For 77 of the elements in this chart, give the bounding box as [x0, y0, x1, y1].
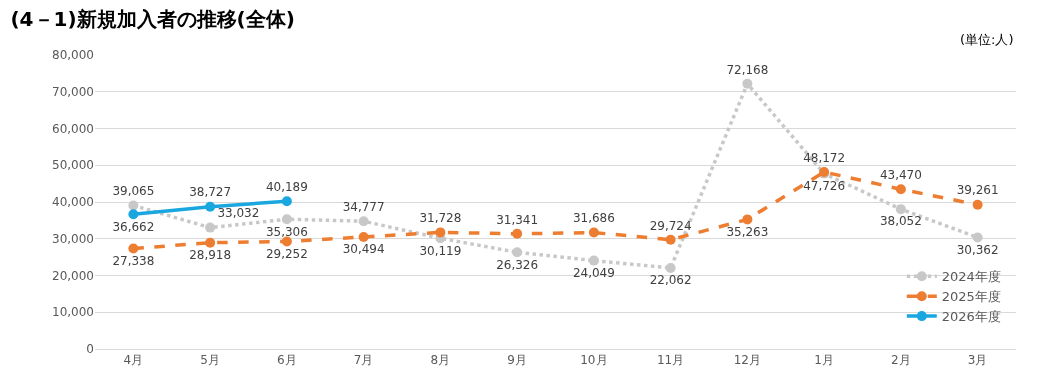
data-label: 31,341	[496, 212, 539, 227]
point	[281, 236, 292, 247]
data-label: 30,119	[419, 243, 462, 258]
data-label: 29,724	[649, 218, 692, 233]
data-label: 35,306	[265, 224, 308, 239]
x-tick-label: 10月	[580, 353, 608, 368]
point	[128, 243, 139, 254]
data-label: 39,261	[956, 183, 999, 198]
y-tick-label: 20,000	[52, 268, 94, 283]
x-tick-label: 8月	[430, 353, 451, 368]
point	[972, 199, 983, 210]
legend-label: 2025年度	[941, 289, 1001, 305]
point	[358, 231, 369, 242]
data-label: 24,049	[572, 265, 615, 280]
data-label: 43,470	[879, 168, 922, 182]
x-tick-label: 7月	[353, 353, 374, 368]
data-label: 38,052	[879, 214, 922, 229]
point	[128, 209, 139, 220]
data-label: 72,168	[726, 62, 769, 77]
data-label: 31,728	[419, 211, 462, 226]
point	[512, 228, 523, 239]
legend-label: 2026年度	[941, 309, 1001, 325]
data-label: 35,263	[726, 224, 769, 239]
point	[358, 216, 369, 227]
x-tick-label: 1月	[814, 353, 834, 368]
data-label: 22,062	[649, 273, 692, 288]
point	[205, 222, 216, 233]
data-label: 30,494	[342, 242, 385, 257]
x-tick-label: 3月	[967, 353, 988, 368]
point	[742, 78, 753, 89]
point	[281, 196, 292, 207]
data-label: 33,032	[217, 206, 260, 221]
point	[972, 232, 983, 243]
point	[588, 227, 599, 238]
point	[281, 214, 292, 225]
chart-title: (4－1)新規加入者の推移(全体)	[10, 6, 295, 31]
x-tick-label: 9月	[507, 353, 527, 368]
data-label: 31,686	[572, 211, 615, 226]
data-label: 47,726	[803, 178, 846, 193]
y-tick-label: 30,000	[52, 231, 94, 246]
x-tick-label: 2月	[891, 353, 911, 368]
point	[512, 247, 523, 258]
y-tick-label: 0	[86, 342, 94, 357]
x-tick-label: 12月	[733, 353, 762, 368]
point	[205, 201, 216, 212]
data-label: 26,326	[496, 257, 539, 272]
point	[895, 184, 906, 195]
data-label: 29,252	[265, 246, 308, 261]
legend-label: 2024年度	[941, 269, 1001, 285]
x-tick-label: 11月	[656, 353, 685, 368]
point	[895, 204, 906, 215]
x-tick-label: 4月	[123, 353, 144, 368]
data-label: 36,662	[112, 219, 155, 234]
y-tick-label: 10,000	[52, 305, 94, 320]
point	[205, 237, 216, 248]
y-tick-label: 80,000	[52, 48, 94, 63]
point	[128, 200, 139, 211]
y-tick-label: 70,000	[52, 84, 94, 99]
y-tick-label: 40,000	[52, 195, 94, 210]
x-tick-label: 6月	[277, 353, 297, 368]
data-label: 40,189	[265, 180, 308, 195]
y-tick-label: 50,000	[52, 158, 94, 173]
point	[665, 262, 676, 273]
data-label: 39,065	[112, 184, 155, 199]
point	[435, 227, 446, 238]
point	[588, 255, 599, 266]
data-label: 38,727	[189, 185, 232, 200]
y-tick-label: 60,000	[52, 121, 94, 136]
data-label: 27,338	[112, 253, 155, 268]
data-label: 48,172	[803, 150, 846, 165]
point	[665, 234, 676, 245]
data-label: 28,918	[189, 247, 232, 262]
data-label: 34,777	[342, 199, 385, 214]
text: (単位:人)	[960, 32, 1014, 47]
point	[742, 214, 753, 225]
x-tick-label: 5月	[200, 353, 220, 368]
data-label: 30,362	[956, 242, 999, 257]
